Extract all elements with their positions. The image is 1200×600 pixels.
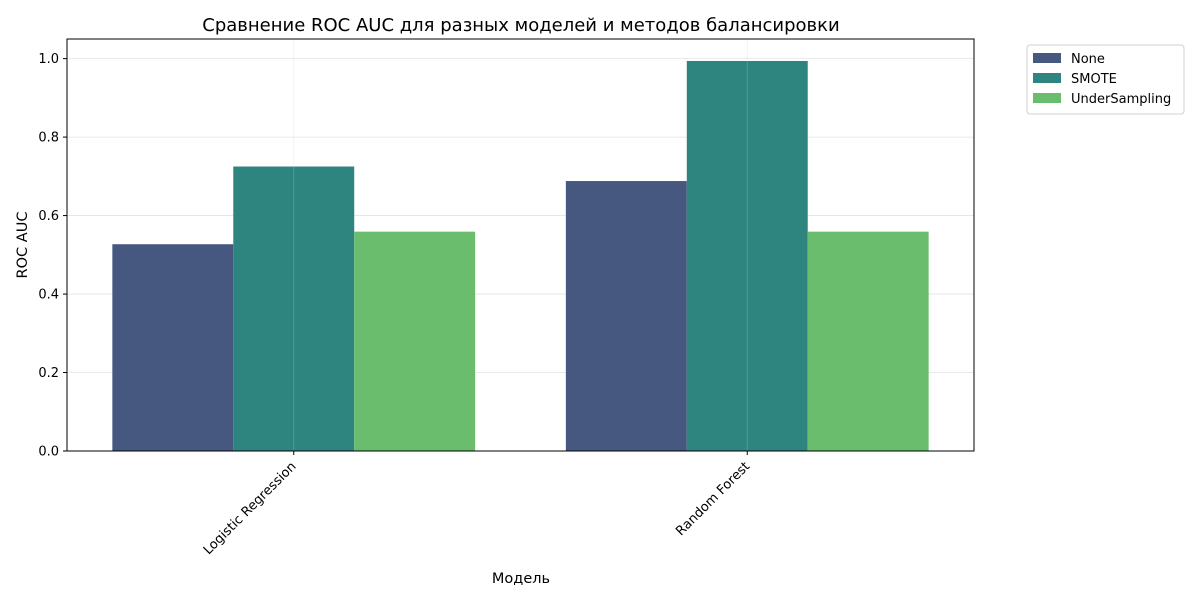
legend-swatch-none [1033,53,1061,63]
x-tick-label: Logistic Regression [201,459,300,558]
legend: None SMOTE UnderSampling [1026,44,1185,115]
bar-smote [686,60,808,452]
plot-frame [66,38,975,452]
bar-none [112,244,234,451]
y-tick-label: 0.4 [38,288,59,303]
legend-swatch-smote [1033,73,1061,83]
y-axis-label: ROC AUC [15,212,31,279]
legend-label-none: None [1071,52,1105,67]
bar-undersampling [354,231,476,451]
x-axis-ticks: Logistic Regression Random Forest [201,451,753,558]
y-tick-label: 0.8 [38,131,59,146]
legend-label-smote: SMOTE [1071,72,1117,87]
bars [112,39,929,452]
bar-smote [233,166,355,451]
x-tick-label: Random Forest [673,459,753,539]
y-tick-label: 0.6 [38,209,59,224]
x-axis-label: Модель [492,571,550,587]
y-tick-label: 0.2 [38,366,59,381]
bar-undersampling [807,231,929,451]
legend-swatch-undersampling [1033,93,1061,103]
y-tick-label: 1.0 [38,52,59,67]
chart-title: Сравнение ROC AUC для разных моделей и м… [202,15,839,36]
bar-none [565,181,687,451]
legend-box [1026,44,1185,115]
legend-label-undersampling: UnderSampling [1071,92,1171,107]
y-tick-label: 0.0 [38,445,59,460]
y-axis-ticks: 0.0 0.2 0.4 0.6 0.8 1.0 [38,52,67,460]
